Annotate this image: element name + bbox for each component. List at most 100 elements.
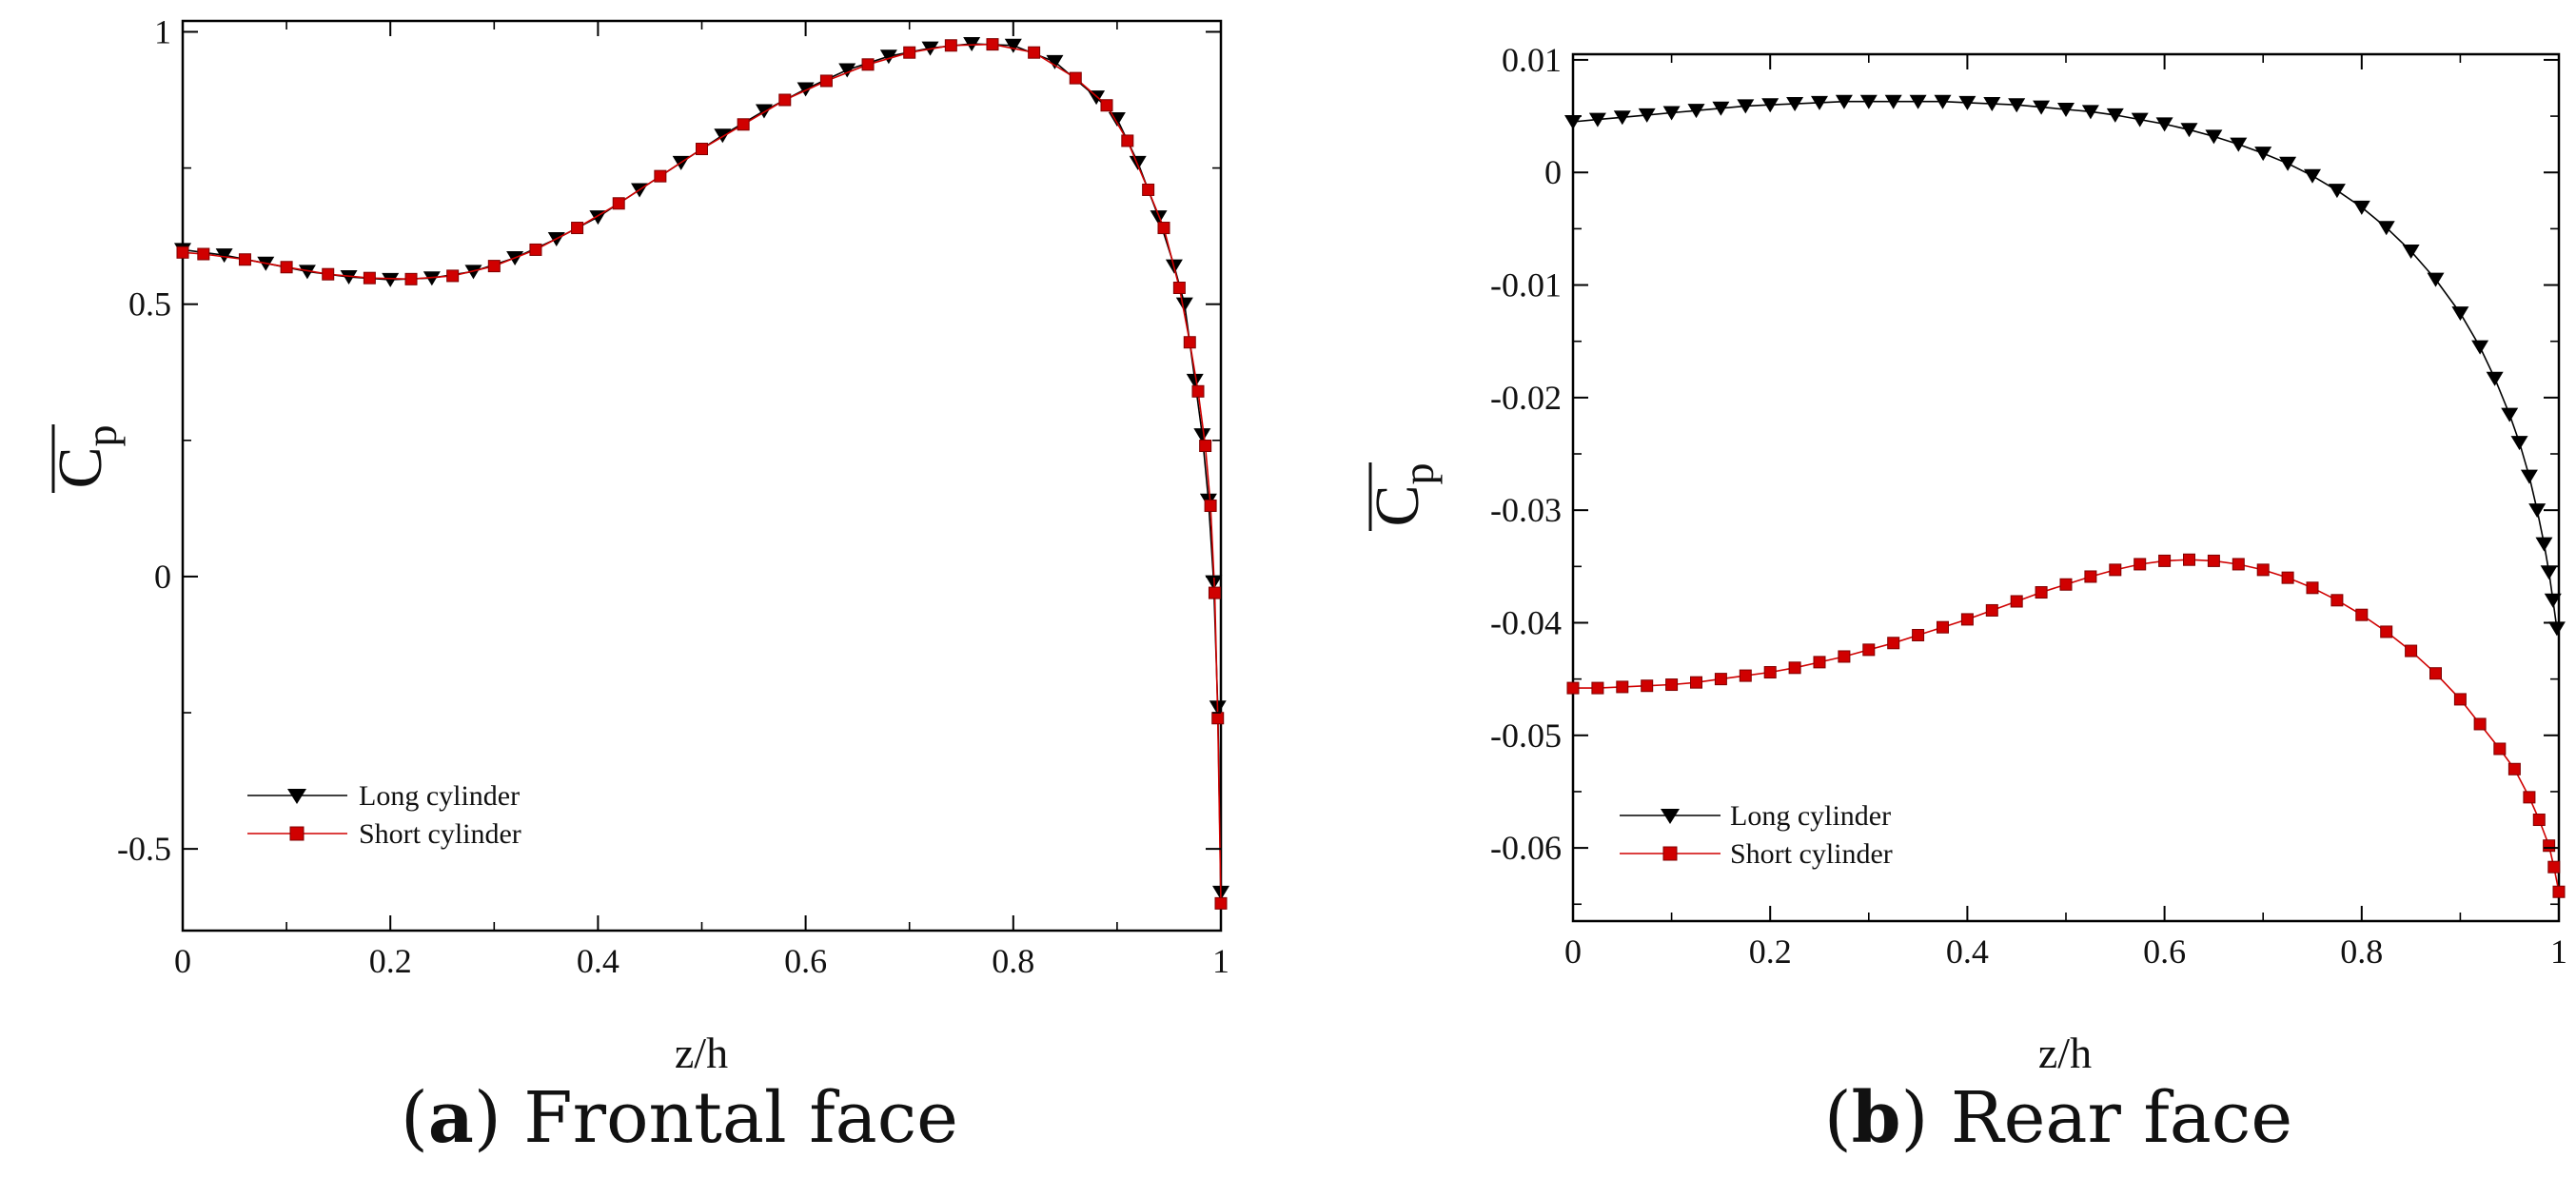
series-line-long-cylinder-frontal (182, 43, 1222, 893)
data-point-short-cylinder-frontal (1100, 99, 1113, 112)
tick-layer-rear: 0 0.2 0.4 0.6 0.8 1 0.01 0 -0.01 -0.02 -0.03 -0.04 -… (1490, 41, 2567, 971)
data-point-long-cylinder-rear (2535, 537, 2553, 552)
data-point-short-cylinder-frontal (1204, 499, 1217, 512)
plot-area-frontal (181, 19, 1223, 933)
data-point-long-cylinder-rear (1958, 95, 1976, 110)
data-point-long-cylinder-frontal (755, 104, 773, 119)
data-point-short-cylinder-frontal (487, 260, 501, 273)
data-point-long-cylinder-rear (2155, 117, 2173, 132)
tick-layer-frontal: 0 0.2 0.4 0.6 0.8 1 -0.5 0 0.5 1 (117, 12, 1229, 980)
caption-text-rear: Rear face (1951, 1077, 2292, 1159)
data-point-short-cylinder-rear (1937, 620, 1949, 634)
y-tick-label: -0.05 (1490, 717, 1562, 755)
data-point-short-cylinder-frontal (176, 245, 189, 259)
data-point-short-cylinder-rear (2330, 594, 2344, 607)
x-tick-label: 0.2 (1749, 933, 1792, 971)
data-point-short-cylinder-rear (1739, 669, 1752, 682)
data-point-short-cylinder-rear (1763, 666, 1777, 679)
data-point-long-cylinder-frontal (879, 49, 897, 65)
data-point-long-cylinder-frontal (796, 82, 815, 97)
data-point-short-cylinder-rear (2084, 570, 2097, 583)
data-point-long-cylinder-rear (2279, 156, 2297, 171)
data-point-short-cylinder-rear (2059, 578, 2073, 591)
data-point-long-cylinder-rear (1712, 101, 1730, 116)
data-point-long-cylinder-rear (2057, 102, 2075, 117)
data-point-short-cylinder-rear (2405, 644, 2418, 658)
data-point-long-cylinder-rear (2254, 147, 2272, 162)
svg-text:Cp: Cp (1363, 462, 1443, 526)
data-point-short-cylinder-rear (2507, 762, 2521, 776)
data-point-short-cylinder-rear (2256, 563, 2270, 577)
data-point-short-cylinder-rear (2453, 693, 2467, 706)
y-tick-label: 0.01 (1502, 41, 1562, 79)
data-point-long-cylinder-rear (1761, 98, 1780, 113)
data-point-short-cylinder-frontal (986, 38, 999, 51)
data-point-long-cylinder-frontal (1175, 297, 1193, 312)
caption-rear: (b) Rear face (1824, 1077, 2292, 1159)
y-axis-label-sub-frontal: p (77, 424, 126, 446)
data-point-short-cylinder-frontal (529, 243, 542, 256)
data-point-short-cylinder-rear (1838, 650, 1851, 663)
y-tick-label: -0.06 (1490, 829, 1562, 867)
data-point-short-cylinder-frontal (404, 272, 418, 285)
data-point-short-cylinder-frontal (1199, 440, 1212, 453)
data-point-long-cylinder-frontal (423, 271, 441, 286)
data-point-short-cylinder-rear (1985, 603, 1998, 617)
data-point-long-cylinder-rear (1835, 94, 1853, 109)
data-point-long-cylinder-rear (2501, 407, 2519, 422)
legend-marker-short-frontal (289, 826, 305, 841)
data-point-short-cylinder-rear (2232, 558, 2245, 571)
data-point-long-cylinder-rear (2230, 137, 2248, 152)
series-line-long-cylinder-rear (1572, 100, 2558, 629)
series-line-short-cylinder-frontal (182, 43, 1222, 904)
x-tick-label: 0 (174, 942, 191, 980)
legend-label-long-rear: Long cylinder (1730, 800, 1891, 832)
legend-marker-short-rear (1662, 846, 1678, 861)
x-tick-label: 0 (1564, 933, 1582, 971)
data-point-short-cylinder-rear (1566, 681, 1580, 695)
y-axis-label-main-frontal: C (46, 446, 115, 488)
data-point-long-cylinder-frontal (838, 63, 856, 78)
data-point-short-cylinder-rear (2355, 608, 2369, 621)
x-axis-label-frontal: z/h (675, 1029, 728, 1077)
data-point-long-cylinder-rear (1983, 97, 2001, 112)
caption-text-frontal: Frontal face (523, 1077, 958, 1159)
data-point-short-cylinder-rear (1887, 637, 1900, 650)
data-point-short-cylinder-rear (1788, 661, 1801, 675)
data-point-long-cylinder-frontal (1186, 373, 1204, 388)
legend-frontal: Long cylinder Short cylinder (247, 780, 521, 850)
y-tick-label: -0.01 (1490, 266, 1562, 304)
data-point-long-cylinder-rear (2510, 436, 2528, 451)
legend-label-long-frontal: Long cylinder (359, 780, 520, 812)
data-point-short-cylinder-rear (1960, 613, 1974, 626)
data-point-short-cylinder-frontal (1172, 282, 1186, 295)
legend-rear: Long cylinder Short cylinder (1620, 800, 1893, 870)
data-point-short-cylinder-rear (1690, 676, 1702, 689)
data-point-long-cylinder-rear (1662, 106, 1681, 121)
data-point-short-cylinder-rear (1862, 643, 1876, 657)
series-line-short-cylinder-rear (1573, 559, 2560, 893)
plot-frame-rear (1571, 52, 2561, 923)
svg-text:Cp: Cp (46, 424, 126, 488)
data-point-long-cylinder-rear (2528, 503, 2547, 519)
data-point-long-cylinder-rear (2106, 108, 2124, 123)
data-point-long-cylinder-rear (2352, 200, 2370, 215)
data-point-short-cylinder-rear (1714, 673, 1727, 686)
data-point-short-cylinder-frontal (1142, 183, 1155, 196)
data-point-long-cylinder-rear (2402, 245, 2420, 260)
data-point-short-cylinder-frontal (1157, 222, 1170, 235)
data-point-long-cylinder-frontal (1150, 210, 1168, 226)
caption-letter-frontal: a (428, 1077, 474, 1159)
data-point-short-cylinder-rear (2158, 554, 2172, 567)
x-tick-label: 0.6 (2143, 933, 2186, 971)
y-tick-label: -0.04 (1490, 603, 1562, 641)
data-point-long-cylinder-frontal (298, 265, 316, 280)
data-point-short-cylinder-frontal (819, 74, 833, 88)
data-point-short-cylinder-frontal (571, 222, 584, 235)
data-point-short-cylinder-rear (1616, 680, 1629, 694)
data-point-long-cylinder-rear (1934, 94, 1952, 109)
data-point-short-cylinder-rear (2134, 558, 2147, 571)
x-axis-label-rear: z/h (2038, 1029, 2092, 1077)
legend-label-short-rear: Short cylinder (1730, 838, 1893, 870)
legend-marker-long-rear (1661, 809, 1680, 824)
